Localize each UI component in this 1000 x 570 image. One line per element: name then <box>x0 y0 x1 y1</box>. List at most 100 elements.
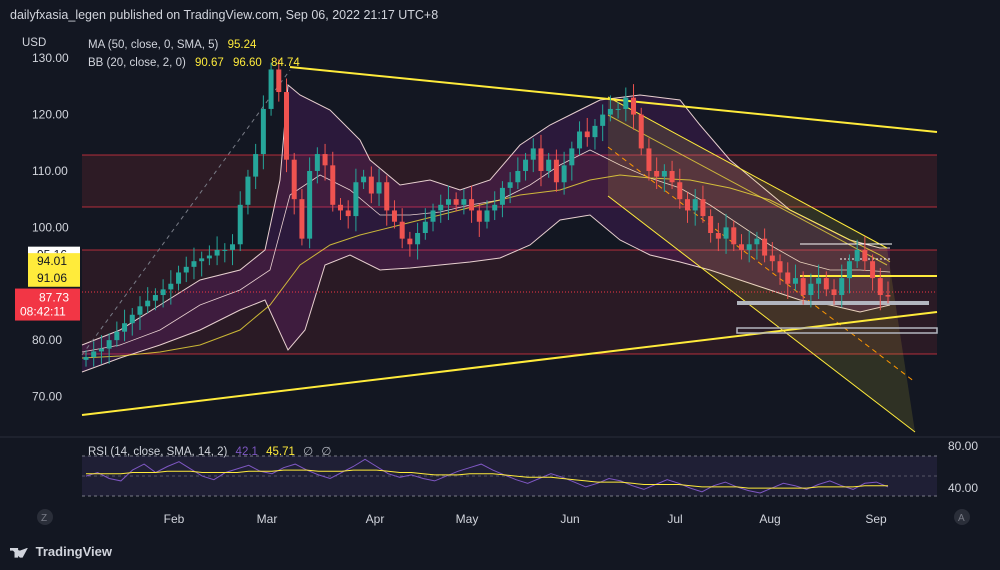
candle-body <box>885 295 891 297</box>
candle-body <box>654 170 660 177</box>
candle-body <box>553 159 559 183</box>
candle-body <box>237 204 243 245</box>
x-tick-mar: Mar <box>257 512 278 526</box>
candle-body <box>607 108 613 115</box>
auto-scale-button[interactable] <box>954 509 970 525</box>
support-box-1 <box>737 301 929 305</box>
price-badge-bg-2 <box>28 269 80 287</box>
candle-body <box>492 204 498 211</box>
channel-lower-line <box>607 195 916 433</box>
candle-body <box>785 272 791 284</box>
rsi-tick-40: 40.00 <box>948 481 978 495</box>
candle-body <box>415 233 421 245</box>
candle-body <box>353 182 359 217</box>
candle-body <box>669 170 675 183</box>
candle-body <box>330 165 336 205</box>
candle-body <box>870 261 876 279</box>
candle-body <box>584 131 590 138</box>
candle-body <box>260 108 266 155</box>
candle-body <box>700 199 706 217</box>
bb-lower-line <box>81 214 891 373</box>
candle-body <box>507 182 513 188</box>
rsi-ma-line <box>86 469 888 489</box>
y-tick-4: 80.00 <box>32 333 62 347</box>
candle-body <box>638 114 644 149</box>
candle-body <box>98 348 104 352</box>
candle-body <box>677 182 683 200</box>
candlestick-series <box>83 59 891 367</box>
candle-body <box>839 278 845 296</box>
candle-body <box>129 314 135 324</box>
zoom-reset-label: Z <box>41 513 47 524</box>
candle-body <box>499 187 505 205</box>
time-axis[interactable]: Feb Mar Apr May Jun Jul Aug Sep <box>164 512 887 526</box>
x-tick-aug: Aug <box>759 512 780 526</box>
rsi-extra-1: ∅ <box>303 446 313 458</box>
candle-body <box>214 249 220 256</box>
tradingview-logo[interactable]: TradingView <box>10 544 112 559</box>
candle-body <box>322 154 328 166</box>
candle-body <box>183 266 189 273</box>
candle-body <box>569 148 575 166</box>
ma-legend[interactable]: MA (50, close, 0, SMA, 5) 95.24 <box>88 39 257 51</box>
chart-canvas[interactable]: USD MA (50, close, 0, SMA, 5) 95.24 BB (… <box>0 0 1000 538</box>
candle-body <box>646 148 652 171</box>
bb-upper-value: 96.60 <box>233 57 262 69</box>
price-pane[interactable] <box>81 59 938 433</box>
candle-body <box>823 278 829 290</box>
candle-body <box>337 204 343 211</box>
candle-body <box>469 199 475 211</box>
ma-legend-label: MA (50, close, 0, SMA, 5) <box>88 39 219 51</box>
candle-body <box>577 131 583 149</box>
rsi-pane[interactable]: RSI (14, close, SMA, 14, 2) 42.1 45.71 ∅… <box>82 439 978 497</box>
candle-body <box>307 170 313 239</box>
currency-label: USD <box>22 37 46 49</box>
price-axis[interactable]: 130.00 120.00 110.00 100.00 80.00 70.00 <box>32 51 69 403</box>
price-badge-1: 94.01 <box>37 254 67 268</box>
candle-body <box>422 221 428 233</box>
publish-header: dailyfxasia_legen published on TradingVi… <box>0 0 1000 30</box>
candle-body <box>168 283 174 290</box>
candle-body <box>615 108 621 110</box>
candle-body <box>792 278 798 284</box>
candle-body <box>345 210 351 217</box>
candle-body <box>561 165 567 183</box>
candle-body <box>800 278 806 296</box>
candle-body <box>854 249 860 262</box>
resistance-trendline <box>289 66 938 133</box>
y-tick-1: 120.00 <box>32 108 69 122</box>
y-tick-3: 100.00 <box>32 220 69 234</box>
rsi-legend-label: RSI (14, close, SMA, 14, 2) <box>88 446 228 458</box>
candle-body <box>245 176 251 205</box>
channel-upper-line <box>607 96 888 249</box>
candle-body <box>206 255 212 259</box>
tradingview-logo-icon <box>10 547 28 558</box>
candle-body <box>230 244 236 250</box>
candle-body <box>831 289 837 296</box>
candle-body <box>623 97 629 109</box>
zoom-reset-button[interactable] <box>37 509 53 525</box>
auto-scale-label: A <box>958 513 965 524</box>
x-tick-apr: Apr <box>366 512 385 526</box>
candle-body <box>685 199 690 211</box>
bb-upper-line <box>81 84 890 346</box>
candle-body <box>368 176 374 194</box>
candle-body <box>376 182 382 194</box>
rsi-value: 42.1 <box>236 446 258 458</box>
ma-legend-value: 95.24 <box>228 39 257 51</box>
candle-body <box>199 258 205 262</box>
candle-body <box>453 199 459 205</box>
y-tick-2: 110.00 <box>32 164 68 178</box>
support-box-2 <box>736 327 938 334</box>
candle-body <box>384 182 390 211</box>
bb-legend[interactable]: BB (20, close, 2, 0) 90.67 96.60 84.74 <box>88 57 300 69</box>
candle-body <box>145 300 151 307</box>
candle-body <box>276 69 282 93</box>
candle-body <box>762 238 768 256</box>
bb-basis-value: 90.67 <box>195 57 224 69</box>
candle-body <box>530 148 536 160</box>
rsi-tick-80: 80.00 <box>948 439 978 453</box>
candle-body <box>476 210 482 222</box>
rsi-legend[interactable]: RSI (14, close, SMA, 14, 2) 42.1 45.71 ∅… <box>88 446 331 458</box>
